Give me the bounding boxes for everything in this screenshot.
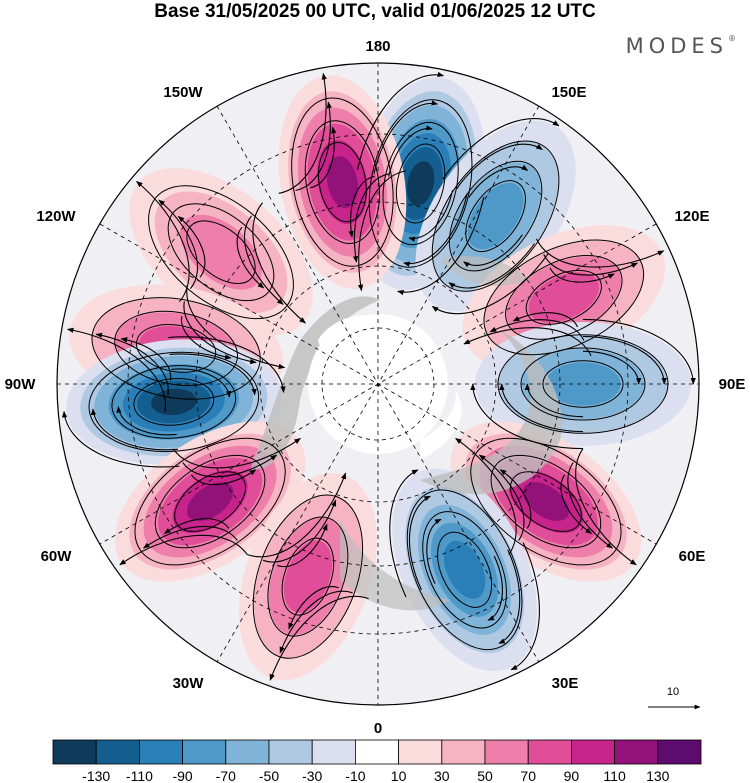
contour-group [470, 437, 622, 566]
colorbar-tick-label: 10 [391, 768, 407, 783]
contour-group [148, 185, 294, 320]
colorbar: -130 -110 -90 -70 -50 -30 -10 10 30 50 70 90 110 130 [52, 739, 702, 783]
colorbar-tick-label: -70 [216, 768, 236, 783]
lon-label-90e: 90E [719, 376, 746, 393]
map-title: Base 31/05/2025 00 UTC, valid 01/06/2025… [154, 1, 596, 22]
lon-label-120e: 120E [674, 208, 709, 225]
lon-label-30w: 30W [173, 675, 205, 692]
streamline-group [356, 71, 485, 296]
streamline-group [431, 117, 560, 315]
colorbar-swatch [484, 739, 529, 765]
lon-label-120w: 120W [36, 208, 76, 225]
contour-group [88, 351, 260, 453]
colorbar-tick-label: 110 [603, 768, 626, 783]
colorbar-swatch [95, 739, 140, 765]
contour-group [483, 239, 645, 356]
colorbar-tick-label: 50 [477, 768, 493, 783]
colorbar-swatch [657, 739, 702, 765]
colorbar-swatch [571, 739, 616, 765]
lon-label-60w: 60W [41, 548, 73, 565]
colorbar-tick-label: -10 [345, 768, 365, 783]
lon-label-90w: 90W [5, 376, 37, 393]
streamline-group [389, 469, 540, 671]
streamline-group [470, 318, 696, 450]
streamline-group [463, 238, 665, 357]
colorbar-swatch [398, 739, 443, 765]
streamline-group [136, 180, 306, 324]
contour-group [431, 140, 560, 292]
contour-group [252, 494, 364, 659]
reference-vector: 10 [648, 686, 701, 710]
map-boundary [56, 62, 700, 706]
contour-lines [88, 97, 669, 659]
streamline-group [247, 472, 369, 681]
colorbar-swatch [225, 739, 270, 765]
colorbar-swatch [52, 739, 97, 765]
contour-group [406, 489, 523, 651]
lon-label-180: 180 [365, 38, 390, 55]
land-masses [250, 256, 562, 611]
brand-text: MODES [625, 34, 728, 58]
lon-label-150e: 150E [551, 84, 586, 101]
colorbar-swatch [527, 739, 572, 765]
sea-ice [318, 315, 462, 460]
lon-label-60e: 60E [679, 548, 706, 565]
colorbar-tick-label: 70 [520, 768, 536, 783]
colorbar-tick-label: -50 [259, 768, 279, 783]
colorbar-tick-label: 90 [564, 768, 580, 783]
registered-mark: ® [728, 34, 736, 43]
colorbar-tick-label: 130 [646, 768, 670, 783]
colorbar-swatch [441, 739, 486, 765]
lon-label-150w: 150W [163, 84, 203, 101]
colorbar-swatch [268, 739, 313, 765]
colorbar-tick-label: -30 [302, 768, 322, 783]
colorbar-swatch [182, 739, 227, 765]
streamline-group [61, 336, 286, 468]
reference-vector-label: 10 [667, 686, 679, 698]
contour-group [368, 99, 473, 268]
lon-label-30e: 30E [552, 675, 579, 692]
colorbar-swatch [138, 739, 183, 765]
modes-logo: MODES® [626, 34, 736, 58]
colorbar-swatch [614, 739, 659, 765]
colorbar-tick-label: -90 [172, 768, 192, 783]
anomaly-center [238, 472, 377, 681]
lon-label-0: 0 [374, 720, 382, 737]
map-disc [57, 63, 699, 705]
colorbar-swatch [354, 739, 399, 765]
streamlines [61, 71, 696, 681]
colorbar-tick-label: -110 [126, 768, 153, 783]
contour-group [291, 97, 394, 267]
colorbar-tick-label: 30 [434, 768, 450, 783]
colorbar-swatch [311, 739, 356, 765]
graticule [57, 63, 699, 705]
colorbar-tick-label: -130 [82, 768, 110, 783]
